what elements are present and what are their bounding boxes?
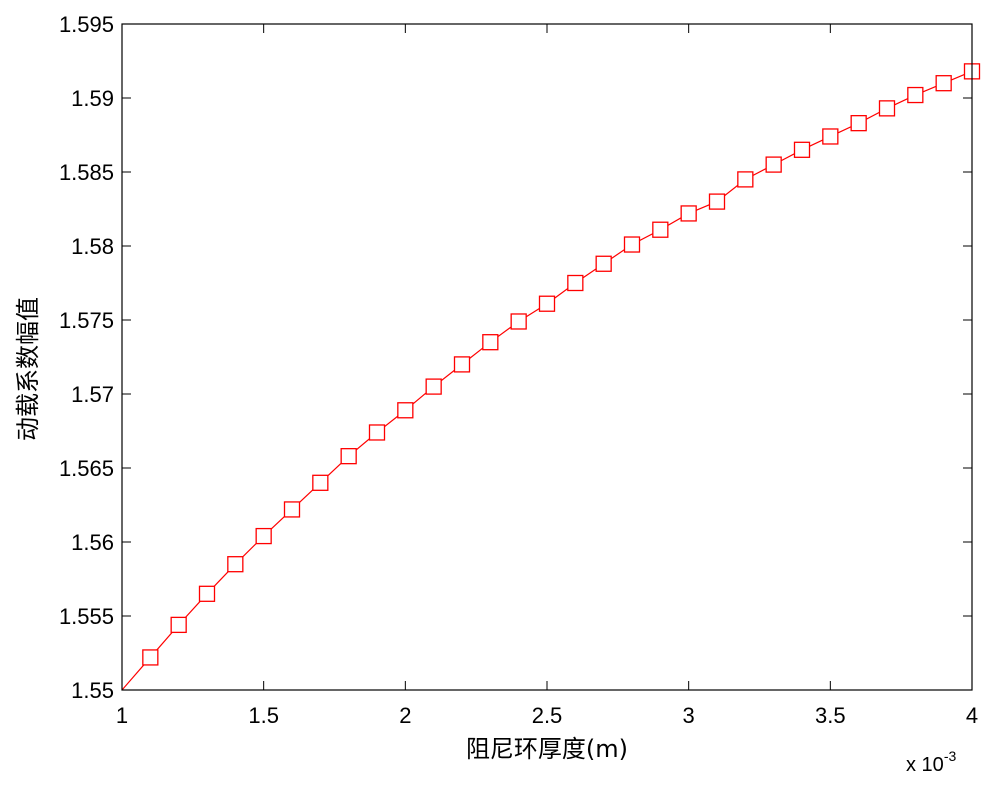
y-tick-label: 1.585 xyxy=(59,160,114,185)
data-point xyxy=(283,501,301,518)
data-point xyxy=(793,141,811,158)
data-point xyxy=(170,616,187,634)
data-point xyxy=(595,255,612,272)
data-point xyxy=(737,171,754,188)
x-tick-label: 2.5 xyxy=(532,703,563,728)
data-point xyxy=(198,585,216,602)
data-point xyxy=(935,75,952,92)
data-point xyxy=(255,527,272,545)
x-tick-label: 3.5 xyxy=(815,703,846,728)
data-point xyxy=(623,236,641,253)
axes-layer: 1 1.5 2 2.5 3 3.5 4 1.55 1.555 1.56 1.565 1.57 1.575… xyxy=(59,12,978,728)
x-tick-label: 2 xyxy=(399,703,411,728)
data-point xyxy=(822,128,839,145)
x-axis-multiplier-exponent: -3 xyxy=(944,748,957,764)
y-tick-label: 1.59 xyxy=(71,86,114,111)
data-point xyxy=(538,295,556,312)
x-axis-title: 阻尼环厚度(m) xyxy=(466,735,628,763)
data-point xyxy=(340,448,357,465)
data-point xyxy=(850,115,867,132)
y-tick-label: 1.55 xyxy=(71,678,114,703)
data-point xyxy=(425,378,442,395)
y-tick-label: 1.56 xyxy=(71,530,114,555)
x-tick-label: 4 xyxy=(966,703,978,728)
y-tick-label: 1.57 xyxy=(71,382,114,407)
data-point xyxy=(680,205,697,222)
y-tick-label: 1.595 xyxy=(59,12,114,37)
data-point xyxy=(907,86,924,104)
y-tick-label: 1.575 xyxy=(59,308,114,333)
y-tick-label: 1.555 xyxy=(59,604,114,629)
data-point xyxy=(368,424,386,441)
data-point xyxy=(312,474,329,491)
series-layer xyxy=(121,63,981,691)
x-tick-label: 3 xyxy=(683,703,695,728)
plot-background xyxy=(122,24,972,690)
data-point xyxy=(142,649,159,666)
data-point xyxy=(453,356,471,373)
x-axis-multiplier-prefix: x 10 xyxy=(906,754,944,776)
data-point xyxy=(652,221,669,238)
x-tick-label: 1 xyxy=(116,703,128,728)
y-tick-label: 1.565 xyxy=(59,456,114,481)
y-axis-title: 动载系数幅值 xyxy=(14,297,42,441)
y-tick-label: 1.58 xyxy=(71,234,114,259)
data-point xyxy=(227,556,244,573)
plot-area xyxy=(122,24,972,690)
x-axis-multiplier: x 10-3 xyxy=(906,748,956,776)
data-point xyxy=(765,156,782,173)
data-point xyxy=(510,313,527,330)
x-tick-label: 1.5 xyxy=(248,703,279,728)
data-point xyxy=(397,402,414,419)
data-point xyxy=(482,334,499,351)
data-point xyxy=(878,100,896,117)
data-point xyxy=(708,193,726,210)
data-point xyxy=(567,274,584,292)
